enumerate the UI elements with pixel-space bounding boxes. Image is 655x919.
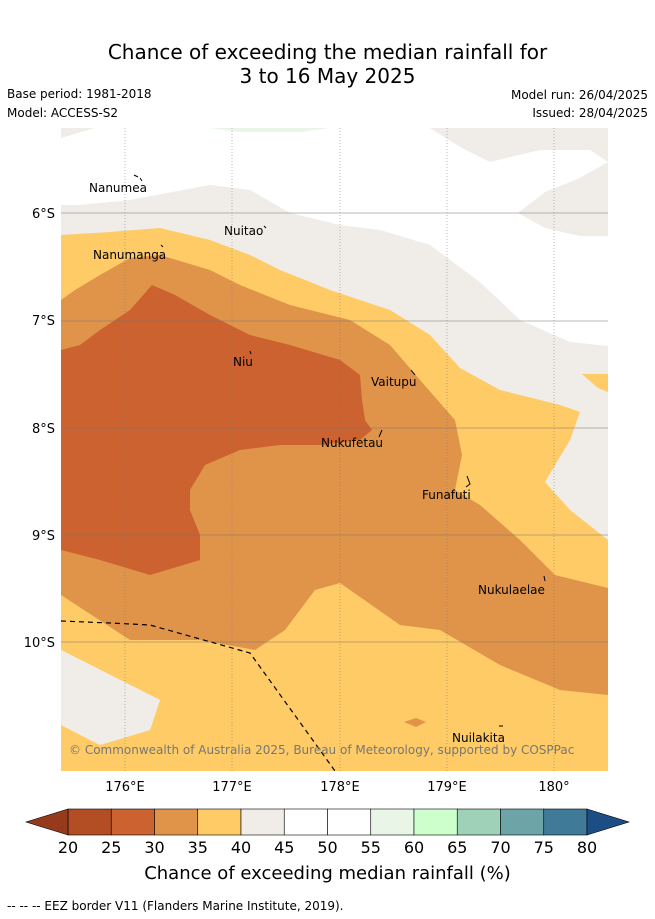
base-period: Base period: 1981-2018	[7, 87, 152, 101]
region-40-45-south	[61, 650, 160, 745]
colorbar-tick-label: 25	[101, 838, 122, 857]
colorbar-segment	[500, 808, 545, 836]
lat-label: 6°S	[32, 207, 55, 222]
colorbar-tick-label: 20	[57, 838, 79, 857]
colorbar-tick-label: 75	[533, 838, 554, 857]
colorbar-tick-label: 65	[447, 838, 468, 857]
place-label: Nukufetau	[321, 436, 383, 450]
colorbar-tick-label: 30	[144, 838, 165, 857]
model-run: Model run: 26/04/2025	[510, 88, 648, 102]
region-25-30	[61, 285, 372, 575]
island-mark-nanumanga	[160, 244, 164, 248]
island-mark-niu	[249, 350, 252, 355]
colorbar-segment	[67, 808, 112, 836]
colorbar-segment	[154, 808, 199, 836]
lon-labels: 176°E 177°E 178°E 179°E 180°	[105, 780, 569, 795]
region-40-45-north	[330, 128, 608, 162]
place-label: Vaitupu	[371, 375, 417, 389]
lat-label: 8°S	[32, 422, 55, 437]
island-mark-funafuti	[465, 475, 471, 488]
title-line-1: Chance of exceeding the median rainfall …	[107, 40, 548, 64]
colorbar-segment	[413, 808, 458, 836]
chart-title: Chance of exceeding the median rainfall …	[0, 40, 655, 88]
place-label: Niu	[233, 355, 253, 369]
colorbar-over-arrow	[586, 808, 631, 836]
colorbar-segment	[543, 808, 588, 836]
colorbar	[24, 808, 631, 836]
region-30-35-nuilakita	[404, 718, 426, 727]
copyright-notice: © Commonwealth of Australia 2025, Bureau…	[69, 743, 574, 757]
title-line-2: 3 to 16 May 2025	[239, 64, 416, 88]
island-marks	[133, 174, 546, 727]
colorbar-title: Chance of exceeding median rainfall (%)	[144, 863, 511, 884]
colorbar-tick-label: 60	[403, 838, 425, 857]
lon-label: 180°	[538, 780, 569, 795]
region-40-45-nw	[61, 128, 95, 138]
colorbar-tick-label: 55	[360, 838, 381, 857]
lat-label: 10°S	[24, 636, 55, 651]
colorbar-tick-label: 45	[274, 838, 295, 857]
colorbar-segment	[240, 808, 285, 836]
place-label: Nuilakita	[452, 731, 505, 745]
island-mark-nukufetau	[378, 429, 383, 438]
colorbar-segment	[110, 808, 155, 836]
lat-labels: 6°S 7°S 8°S 9°S 10°S	[24, 207, 55, 651]
lat-label: 7°S	[32, 314, 55, 329]
region-55-60-north	[210, 128, 330, 132]
colorbar-under-arrow	[24, 808, 69, 836]
colorbar-tick-label: 70	[490, 838, 511, 857]
place-label: Nuitao	[224, 224, 263, 238]
place-label: Nukulaelae	[478, 583, 545, 597]
colorbar-tick-label: 40	[230, 838, 252, 857]
colorbar-segment	[370, 808, 415, 836]
colorbar-tick-label: 80	[576, 838, 598, 857]
issued-date: Issued: 28/04/2025	[532, 106, 648, 120]
eez-footnote: -- -- -- EEZ border V11 (Flanders Marine…	[7, 899, 344, 913]
place-label: Funafuti	[422, 488, 471, 502]
region-40-45-east	[518, 162, 608, 236]
place-label: Nanumea	[89, 181, 147, 195]
colorbar-tick-label: 50	[317, 838, 338, 857]
region-35-40-east	[582, 374, 608, 392]
colorbar-segment	[283, 808, 328, 836]
lon-label: 177°E	[212, 780, 252, 795]
place-label: Nanumanga	[93, 248, 166, 262]
graticule	[61, 128, 608, 771]
colorbar-segment	[327, 808, 372, 836]
lon-label: 179°E	[427, 780, 467, 795]
model-name: Model: ACCESS-S2	[7, 106, 119, 120]
colorbar-segment	[456, 808, 501, 836]
island-mark-nukulaelae	[543, 575, 546, 582]
island-mark-nanumea	[133, 174, 143, 182]
island-mark-nuitao	[263, 225, 267, 229]
lon-label: 178°E	[320, 780, 360, 795]
place-labels: Nanumea Nuitao Nanumanga Niu Vaitupu Nuk…	[89, 181, 545, 745]
lon-label: 176°E	[105, 780, 145, 795]
island-mark-vaitupu	[410, 369, 416, 376]
map-fill-layer: Nanumea Nuitao Nanumanga Niu Vaitupu Nuk…	[61, 128, 608, 771]
lat-label: 9°S	[32, 529, 55, 544]
colorbar-tick-label: 35	[187, 838, 208, 857]
colorbar-segment	[197, 808, 242, 836]
